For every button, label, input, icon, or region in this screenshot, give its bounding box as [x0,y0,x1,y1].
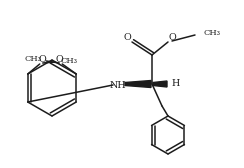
Text: NH: NH [110,81,126,91]
Text: H: H [172,79,180,89]
Text: O: O [168,33,176,43]
Text: CH₃: CH₃ [61,57,78,65]
Text: CH₃: CH₃ [24,55,41,63]
Polygon shape [153,81,167,87]
Text: O: O [123,33,131,43]
Polygon shape [125,80,151,88]
Text: CH₃: CH₃ [203,29,220,37]
Text: O: O [55,54,63,64]
Text: O: O [39,54,47,64]
